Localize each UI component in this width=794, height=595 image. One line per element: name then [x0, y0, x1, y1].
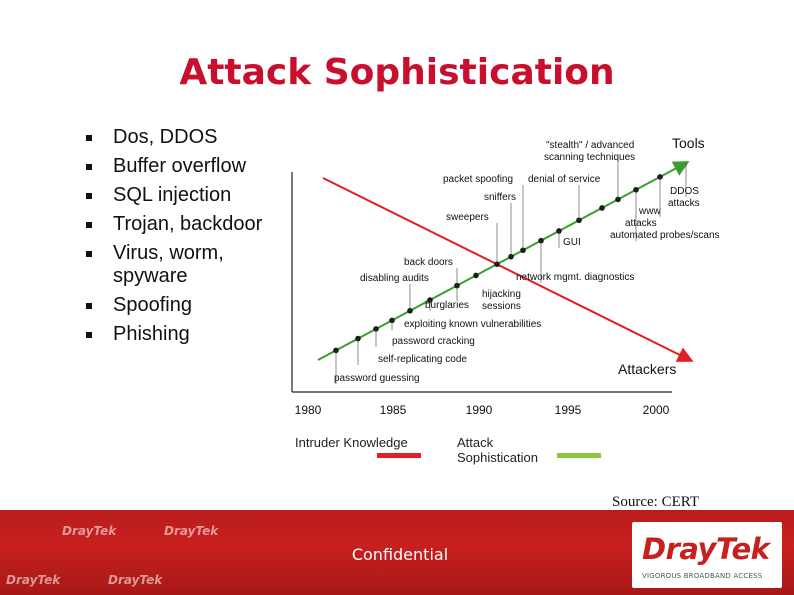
x-tick-label: 1980 [295, 403, 322, 417]
source-note: Source: CERT [612, 494, 700, 510]
annotation-label: exploiting known vulnerabilities [404, 319, 541, 330]
bullet-list: Dos, DDOS Buffer overflow SQL injection … [86, 126, 296, 352]
annotation-label: disabling audits [360, 273, 429, 284]
annotation-label: sweepers [446, 212, 489, 223]
bullet-item: SQL injection [86, 184, 296, 207]
bullet-item: Dos, DDOS [86, 126, 296, 149]
event-marker [473, 272, 479, 279]
bullet-square-icon [86, 251, 92, 257]
event-marker [599, 205, 605, 211]
bullet-item: Phishing [86, 323, 296, 346]
bullet-item: Spoofing [86, 294, 296, 317]
bullet-square-icon [86, 164, 92, 170]
bullet-item: Trojan, backdoor [86, 213, 296, 236]
annotation-label: password cracking [392, 336, 475, 347]
confidential-label: Confidential [351, 545, 449, 564]
footer-watermark: DrayTek [164, 524, 219, 538]
annotation-label: burglaries [425, 300, 469, 311]
bullet-square-icon [86, 193, 92, 199]
annotation-label: self-replicating code [378, 354, 467, 365]
annotation-label: attacks [668, 198, 700, 209]
annotation-label: sniffers [484, 192, 516, 203]
footer-watermark: DrayTek [108, 573, 163, 587]
annotation-label: denial of service [528, 174, 601, 185]
annotation-label: network mgmt. diagnostics [516, 272, 634, 283]
tools-label: Tools [672, 135, 705, 151]
footer-watermark: DrayTek [62, 524, 117, 538]
x-tick-label: 2000 [643, 403, 670, 417]
draytek-logo: DrayTek VIGOROUS BROADBAND ACCESS [632, 522, 782, 588]
intruder-knowledge-line [322, 177, 694, 362]
annotation-label: packet spoofing [443, 174, 513, 185]
legend-swatch-attack-sophistication [557, 453, 601, 458]
annotation-label: GUI [563, 237, 581, 248]
annotation-label: attacks [625, 218, 657, 229]
logo-tagline: VIGOROUS BROADBAND ACCESS [642, 572, 763, 580]
legend-label-intruder-knowledge: Intruder Knowledge [295, 435, 408, 450]
annotation-label: scanning techniques [544, 152, 635, 163]
attack-sophistication-line [317, 161, 690, 361]
annotation-label: www [638, 206, 661, 217]
annotation-label: DDOS [670, 186, 699, 197]
bullet-square-icon [86, 222, 92, 228]
logo-wordmark: DrayTek [642, 532, 770, 566]
bullet-square-icon [86, 135, 92, 141]
annotation-label: "stealth" / advanced [546, 140, 634, 151]
footer-bar: DrayTek DrayTek DrayTek DrayTek Confiden… [0, 510, 794, 595]
bullet-square-icon [86, 303, 92, 309]
annotation-label: hijacking [482, 289, 521, 300]
attackers-label: Attackers [618, 361, 676, 377]
bullet-item: Virus, worm, spyware [86, 242, 296, 288]
slide-title: Attack Sophistication [179, 52, 615, 93]
annotation-label: back doors [404, 257, 453, 268]
legend-label-attack-sophistication: Attack Sophistication [457, 435, 538, 465]
annotation-label: password guessing [334, 373, 420, 384]
attack-sophistication-chart: 1980 1985 1990 1995 2000 Tools Attackers passwo… [291, 135, 720, 417]
bullet-square-icon [86, 332, 92, 338]
x-tick-label: 1985 [380, 403, 407, 417]
legend-swatch-intruder-knowledge [377, 453, 421, 458]
x-tick-label: 1990 [466, 403, 493, 417]
footer-watermark: DrayTek [6, 573, 61, 587]
annotation-label: sessions [482, 301, 521, 312]
bullet-item: Buffer overflow [86, 155, 296, 178]
x-tick-label: 1995 [555, 403, 582, 417]
annotation-label: automated probes/scans [610, 230, 720, 241]
